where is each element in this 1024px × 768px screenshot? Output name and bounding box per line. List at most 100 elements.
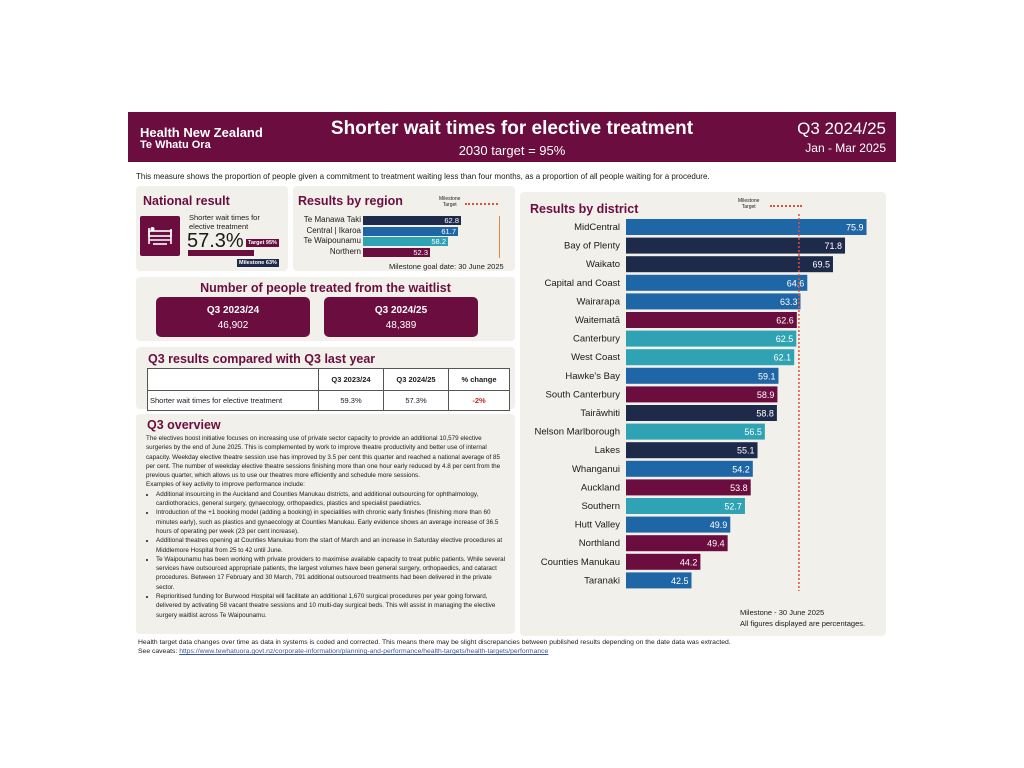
district-data-label: 59.1 <box>758 371 776 381</box>
district-bar <box>626 349 795 366</box>
table-cell-curr: 57.3% <box>383 390 449 411</box>
district-bar <box>626 479 751 496</box>
treated-box-value: 48,389 <box>385 320 417 331</box>
district-data-label: 54.2 <box>732 464 750 474</box>
district-data-label: 62.6 <box>776 316 794 326</box>
district-data-label: 69.5 <box>812 260 830 270</box>
table-cell-change: -2% <box>448 390 510 411</box>
district-data-label: 52.7 <box>724 502 742 512</box>
district-bar <box>626 237 846 254</box>
district-data-label: 63.3 <box>780 297 798 307</box>
district-tick-label: Whanganui <box>572 464 620 475</box>
district-data-label: 58.9 <box>757 390 775 400</box>
district-tick-label: Capital and Coast <box>544 278 620 289</box>
district-data-label: 49.4 <box>707 539 725 549</box>
months-label: Jan - Mar 2025 <box>805 141 886 155</box>
district-tick-label: Lakes <box>595 445 621 456</box>
district-tick-label: Hutt Valley <box>575 520 620 531</box>
region-row-label: Te Waipounamu <box>303 236 361 245</box>
list-item: Te Waipounamu has been working with priv… <box>156 555 508 592</box>
district-bar <box>626 312 797 328</box>
table-row: Shorter wait times for elective treatmen… <box>147 390 510 411</box>
treated-box-prev: Q3 2023/24 46,902 <box>156 297 310 337</box>
overview-examples-heading: Examples of key activity to improve perf… <box>146 481 305 489</box>
caveats-link[interactable]: https://www.tewhatuora.govt.nz/corporate… <box>179 648 549 655</box>
region-row-label: Northern <box>329 246 361 256</box>
header-banner: Health New Zealand Te Whatu Ora Shorter … <box>128 112 896 162</box>
district-bar <box>626 516 731 533</box>
district-data-label: 56.5 <box>744 427 762 437</box>
region-row-label: Central | Ikaroa <box>306 225 361 235</box>
district-tick-label: Counties Manukau <box>541 557 620 568</box>
district-data-label: 42.5 <box>671 576 689 586</box>
table-header <box>147 368 319 391</box>
region-legend: Milestone Target <box>439 196 460 208</box>
treated-title: Number of people treated from the waitli… <box>200 281 451 295</box>
region-bar: 58.2 <box>363 237 448 246</box>
legend-milestone-line <box>770 205 802 207</box>
national-progress-bar <box>188 250 254 256</box>
legend-target-label: Target <box>442 202 457 208</box>
district-bar <box>626 405 777 421</box>
district-tick-label: MidCentral <box>574 222 620 233</box>
hospital-bed-icon <box>140 216 180 256</box>
district-data-label: 44.2 <box>680 557 698 567</box>
district-bar <box>626 535 728 552</box>
district-bar <box>626 386 778 403</box>
district-bar <box>626 442 758 459</box>
table-header: Q3 2024/25 <box>383 368 449 391</box>
region-panel: Results by region Milestone Target Te Ma… <box>293 186 515 271</box>
region-bar: 61.7 <box>363 226 458 236</box>
district-tick-label: Bay of Plenty <box>564 241 620 252</box>
logo-subname: Te Whatu Ora <box>140 139 211 151</box>
district-bar <box>626 256 833 273</box>
overview-body: The electives boost initiative focuses o… <box>146 434 508 620</box>
district-bar <box>626 367 779 384</box>
district-tick-label: Hawke's Bay <box>565 371 620 382</box>
district-title: Results by district <box>530 202 639 216</box>
logo-name: Health New Zealand <box>140 125 263 140</box>
region-bar: 62.8 <box>363 216 461 225</box>
district-pct-note: All figures displayed are percentages. <box>740 619 866 628</box>
legend-milestone-label: Milestone <box>738 198 760 204</box>
region-bar: 52.3 <box>363 247 430 257</box>
district-data-label: 55.1 <box>737 446 755 456</box>
compare-table: Q3 2023/24 Q3 2024/25 % change Shorter w… <box>147 368 510 411</box>
milestone-goal-date: Milestone goal date: 30 June 2025 <box>389 262 504 271</box>
district-tick-label: Nelson Marlborough <box>534 427 620 438</box>
district-tick-label: Waitematā <box>575 315 621 326</box>
list-item: Additional theatres opening at Counties … <box>156 536 508 555</box>
quarter-label: Q3 2024/25 <box>797 119 886 138</box>
legend-milestone-line <box>465 203 498 205</box>
overview-bullets: Additional insourcing in the Auckland an… <box>146 490 508 620</box>
district-tick-label: Northland <box>579 538 620 549</box>
table-header: Q3 2023/24 <box>318 368 384 391</box>
caveats-label: See caveats: <box>138 648 180 655</box>
treated-panel: Number of people treated from the waitli… <box>136 277 515 341</box>
district-bar <box>626 330 797 347</box>
treated-box-heading: Q3 2024/25 <box>374 305 428 316</box>
district-bar <box>626 498 745 514</box>
target-badge: Target 95% <box>246 239 279 247</box>
district-panel: Results by district Milestone Target Mid… <box>520 192 886 636</box>
national-value: 57.3% <box>187 230 244 252</box>
district-tick-label: West Coast <box>571 352 620 363</box>
district-bar <box>626 460 753 477</box>
district-bar <box>626 274 808 291</box>
district-tick-label: Waikato <box>586 259 620 270</box>
treated-box-value: 46,902 <box>217 320 249 331</box>
region-title: Results by region <box>298 194 403 208</box>
district-tick-label: Southern <box>581 501 620 512</box>
overview-panel: Q3 overview The electives boost initiati… <box>136 414 515 634</box>
overview-title: Q3 overview <box>147 418 221 432</box>
overview-paragraph: The electives boost initiative focuses o… <box>146 435 501 480</box>
treated-box-curr: Q3 2024/25 48,389 <box>324 297 478 337</box>
page-subtitle: 2030 target = 95% <box>458 143 566 158</box>
table-cell-prev: 59.3% <box>318 390 384 411</box>
district-data-label: 49.9 <box>710 520 728 530</box>
table-cell-measure: Shorter wait times for elective treatmen… <box>147 390 319 411</box>
district-chart: MidCentral 75.9 Bay of Plenty 71.8 Waikato 69… <box>534 214 867 591</box>
legend-milestone-label: Milestone <box>439 196 461 202</box>
legend-target-label: Target <box>741 204 756 210</box>
national-label: Shorter wait times for <box>189 213 260 222</box>
